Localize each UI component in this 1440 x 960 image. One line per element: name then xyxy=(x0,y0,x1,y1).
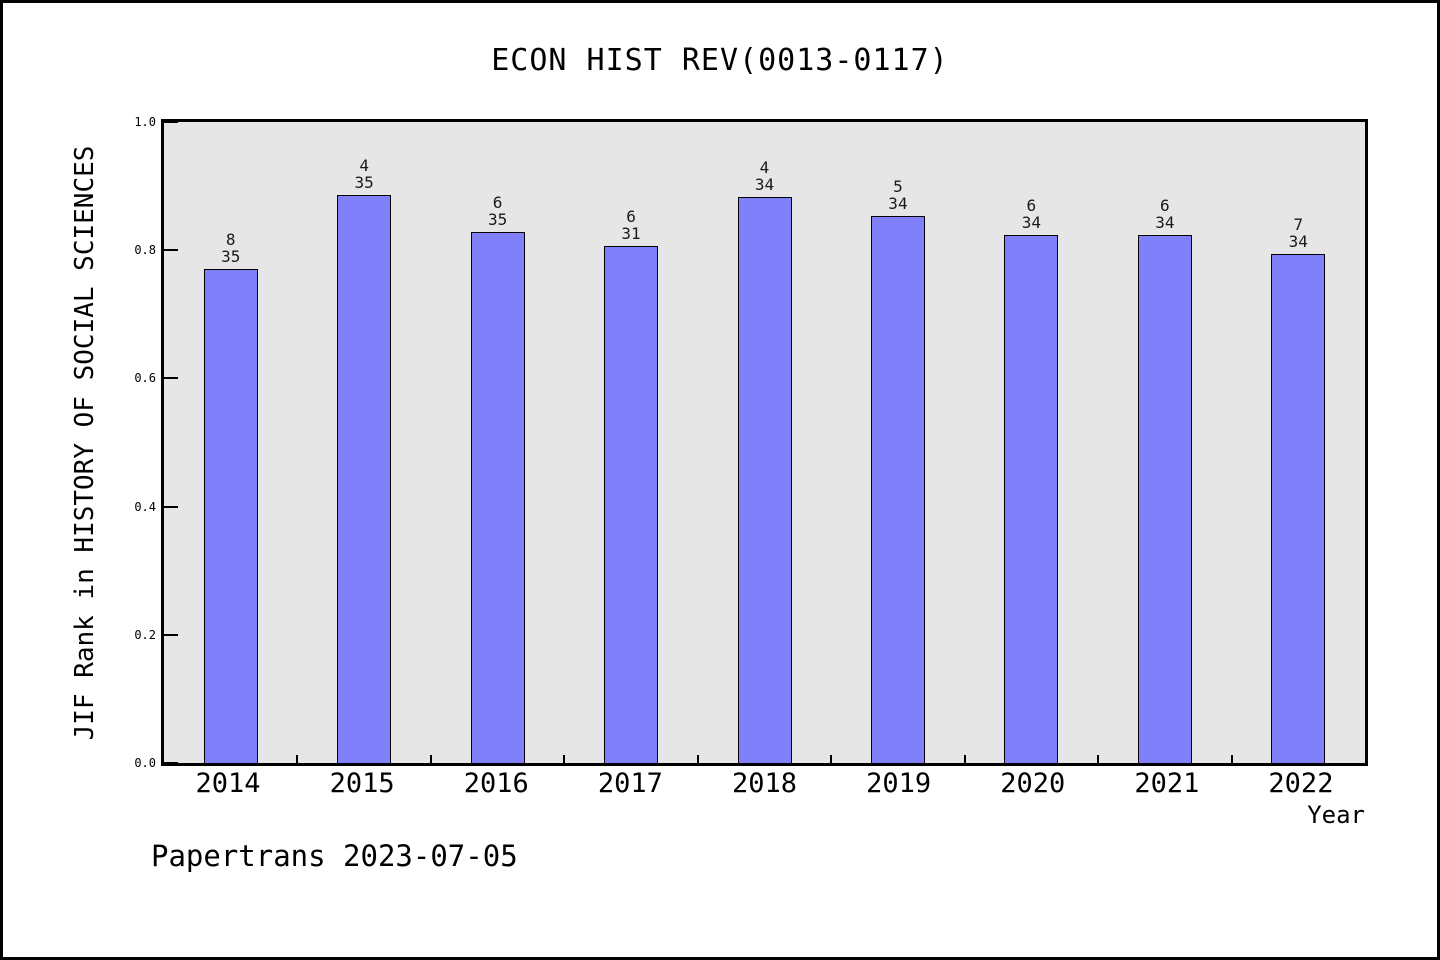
x-tick-boundary-3 xyxy=(563,755,566,763)
x-tick-label-2015: 2015 xyxy=(329,768,395,799)
x-tick-label-2017: 2017 xyxy=(597,768,663,799)
plot-area: 8 35 4 35 6 35 6 31 4 34 5 34 6 34 6 34 7 34 xyxy=(161,119,1368,766)
y-tick-label-0.8: 0.8 xyxy=(134,243,156,258)
bar-rank-label-2014: 8 35 xyxy=(221,229,241,266)
y-tick-0.8 xyxy=(164,249,178,252)
x-tick-boundary-2 xyxy=(429,755,432,763)
x-tick-label-2020: 2020 xyxy=(1000,768,1066,799)
bar-rank-label-2020: 6 34 xyxy=(1021,196,1042,233)
y-axis-label: JIF Rank in HISTORY OF SOCIAL SCIENCES xyxy=(70,145,100,741)
x-tick-label-2022: 2022 xyxy=(1268,768,1334,799)
bar-rank-label-2018: 4 34 xyxy=(754,158,775,195)
x-tick-boundary-5 xyxy=(830,755,833,763)
bar-rank-label-2022: 7 34 xyxy=(1288,214,1308,251)
bar-2017 xyxy=(604,246,659,763)
x-tick-boundary-1 xyxy=(296,755,299,763)
y-tick-0.4 xyxy=(164,505,178,508)
y-tick-label-0.4: 0.4 xyxy=(134,499,156,514)
bar-2019 xyxy=(870,216,925,763)
x-tick-boundary-7 xyxy=(1097,755,1100,763)
y-tick-label-0.6: 0.6 xyxy=(134,371,156,386)
bar-2015 xyxy=(337,195,392,763)
x-tick-labels: 2014 2015 2016 2017 2018 2019 2020 2021 2022 xyxy=(161,769,1368,801)
bar-2014 xyxy=(203,268,258,763)
x-tick-label-2021: 2021 xyxy=(1134,768,1200,799)
bar-2018 xyxy=(737,197,792,763)
y-tick-label-0.0: 0.0 xyxy=(134,756,156,770)
bar-rank-label-2019: 5 34 xyxy=(888,177,908,214)
bar-2016 xyxy=(470,231,525,763)
y-tick-label-0.2: 0.2 xyxy=(134,627,156,642)
x-tick-label-2014: 2014 xyxy=(195,768,261,799)
footer-note: Papertrans 2023-07-05 xyxy=(151,839,518,873)
x-axis-label: Year xyxy=(1307,801,1365,829)
x-tick-boundary-6 xyxy=(963,755,966,763)
y-tick-1.0 xyxy=(164,121,178,123)
x-tick-label-2018: 2018 xyxy=(731,768,798,799)
chart-title: ECON HIST REV(0013-0117) xyxy=(491,43,949,78)
bar-2020 xyxy=(1004,235,1059,763)
x-tick-boundary-8 xyxy=(1230,755,1233,763)
bar-rank-label-2015: 4 35 xyxy=(354,156,374,193)
bar-2022 xyxy=(1271,253,1326,763)
y-tick-0.2 xyxy=(164,633,178,636)
y-tick-0.6 xyxy=(164,377,178,380)
x-tick-boundary-4 xyxy=(696,755,699,763)
bar-rank-label-2017: 6 31 xyxy=(621,207,641,244)
y-tick-label-1.0: 1.0 xyxy=(134,115,156,129)
bar-rank-label-2016: 6 35 xyxy=(487,192,508,229)
bar-rank-label-2021: 6 34 xyxy=(1155,196,1175,233)
bar-2021 xyxy=(1137,235,1192,763)
x-tick-label-2016: 2016 xyxy=(463,768,529,799)
y-tick-0.0 xyxy=(164,762,178,764)
x-tick-label-2019: 2019 xyxy=(866,768,932,799)
